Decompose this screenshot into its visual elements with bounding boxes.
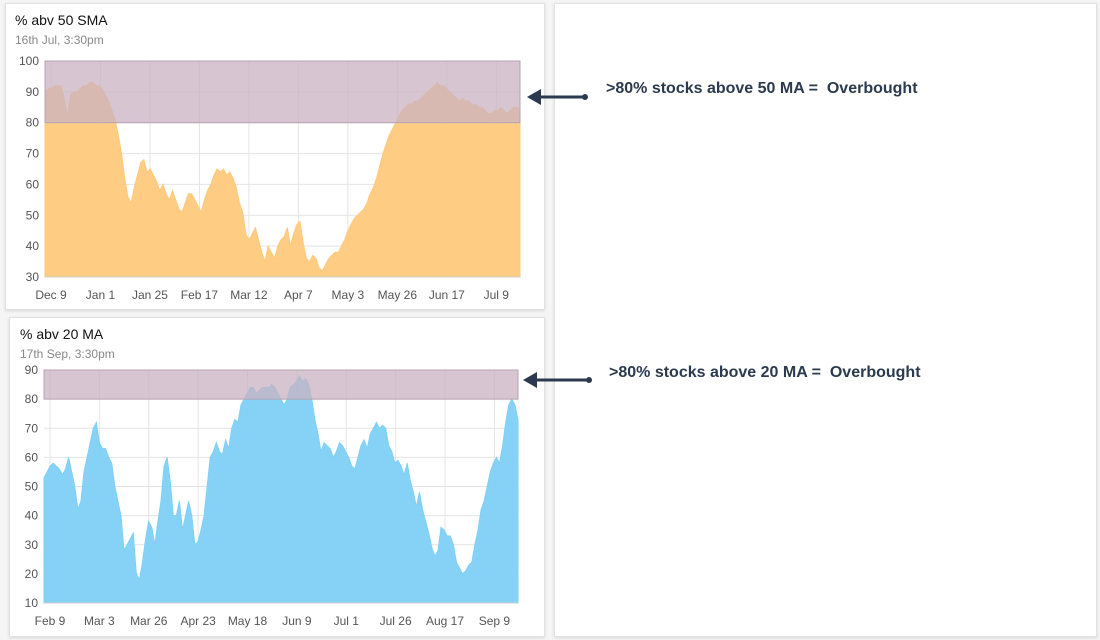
y-tick-label: 90 <box>26 85 40 99</box>
x-tick-label: Jan 1 <box>86 288 116 302</box>
series-area <box>43 374 519 604</box>
chart-card-sma50: % abv 50 SMA 16th Jul, 3:30pm 30 40 50 60 70… <box>5 3 545 310</box>
x-tick-label: Apr 23 <box>180 614 216 628</box>
y-tick-label: 80 <box>25 392 39 406</box>
x-tick-label: Feb 17 <box>181 288 219 302</box>
overbought-zone <box>43 369 519 400</box>
y-tick-label: 80 <box>26 116 40 130</box>
y-tick-label: 70 <box>26 147 40 161</box>
x-tick-label: Jun 9 <box>282 614 312 628</box>
x-tick-label: Mar 26 <box>130 614 168 628</box>
chart-subtitle: 16th Jul, 3:30pm <box>15 33 104 47</box>
y-tick-label: 40 <box>25 509 39 523</box>
x-tick-label: May 26 <box>378 288 418 302</box>
x-tick-label: May 3 <box>332 288 365 302</box>
x-tick-label: Mar 12 <box>230 288 268 302</box>
x-tick-label: Feb 9 <box>35 614 66 628</box>
y-tick-label: 70 <box>25 421 39 435</box>
y-tick-label: 60 <box>26 177 40 191</box>
y-tick-label: 90 <box>25 363 39 377</box>
chart-card-ma20: % abv 20 MA 17th Sep, 3:30pm 10 20 30 40 50 6… <box>9 317 545 637</box>
chart-title: % abv 20 MA <box>20 326 104 342</box>
x-tick-label: Jul 1 <box>334 614 360 628</box>
y-tick-label: 40 <box>26 239 40 253</box>
x-tick-label: Aug 17 <box>426 614 464 628</box>
y-tick-label: 30 <box>25 538 39 552</box>
annotation-panel <box>554 3 1097 637</box>
y-tick-label: 50 <box>25 480 39 494</box>
arrow-bottom <box>523 372 592 388</box>
x-tick-label: Jul 26 <box>380 614 412 628</box>
arrow-top <box>527 89 588 105</box>
y-tick-label: 10 <box>25 596 39 610</box>
y-tick-label: 20 <box>25 567 39 581</box>
y-tick-label: 30 <box>26 270 40 284</box>
y-tick-label: 50 <box>26 208 40 222</box>
x-tick-label: Sep 9 <box>479 614 511 628</box>
sma50-area-chart: 30 40 50 60 70 80 90 100 Dec 9 Jan 1 Jan 25 Feb 17 M… <box>19 54 521 302</box>
chart-subtitle: 17th Sep, 3:30pm <box>20 347 115 361</box>
y-tick-label: 100 <box>19 54 39 68</box>
annotation-text-top: >80% stocks above 50 MA = Overbought <box>606 80 918 97</box>
overbought-zone <box>44 60 521 124</box>
chart-title: % abv 50 SMA <box>15 12 108 28</box>
annotation-text-bottom: >80% stocks above 20 MA = Overbought <box>609 364 921 381</box>
x-tick-label: Apr 7 <box>284 288 313 302</box>
x-tick-label: Jan 25 <box>132 288 168 302</box>
y-tick-label: 60 <box>25 450 39 464</box>
x-tick-label: Jun 17 <box>429 288 465 302</box>
x-tick-label: Mar 3 <box>84 614 115 628</box>
x-tick-label: Dec 9 <box>35 288 67 302</box>
ma20-area-chart: 10 20 30 40 50 60 70 80 90 Feb 9 Mar 3 Mar 26 Apr 23… <box>25 363 519 628</box>
x-tick-label: Jul 9 <box>484 288 510 302</box>
x-tick-label: May 18 <box>228 614 268 628</box>
